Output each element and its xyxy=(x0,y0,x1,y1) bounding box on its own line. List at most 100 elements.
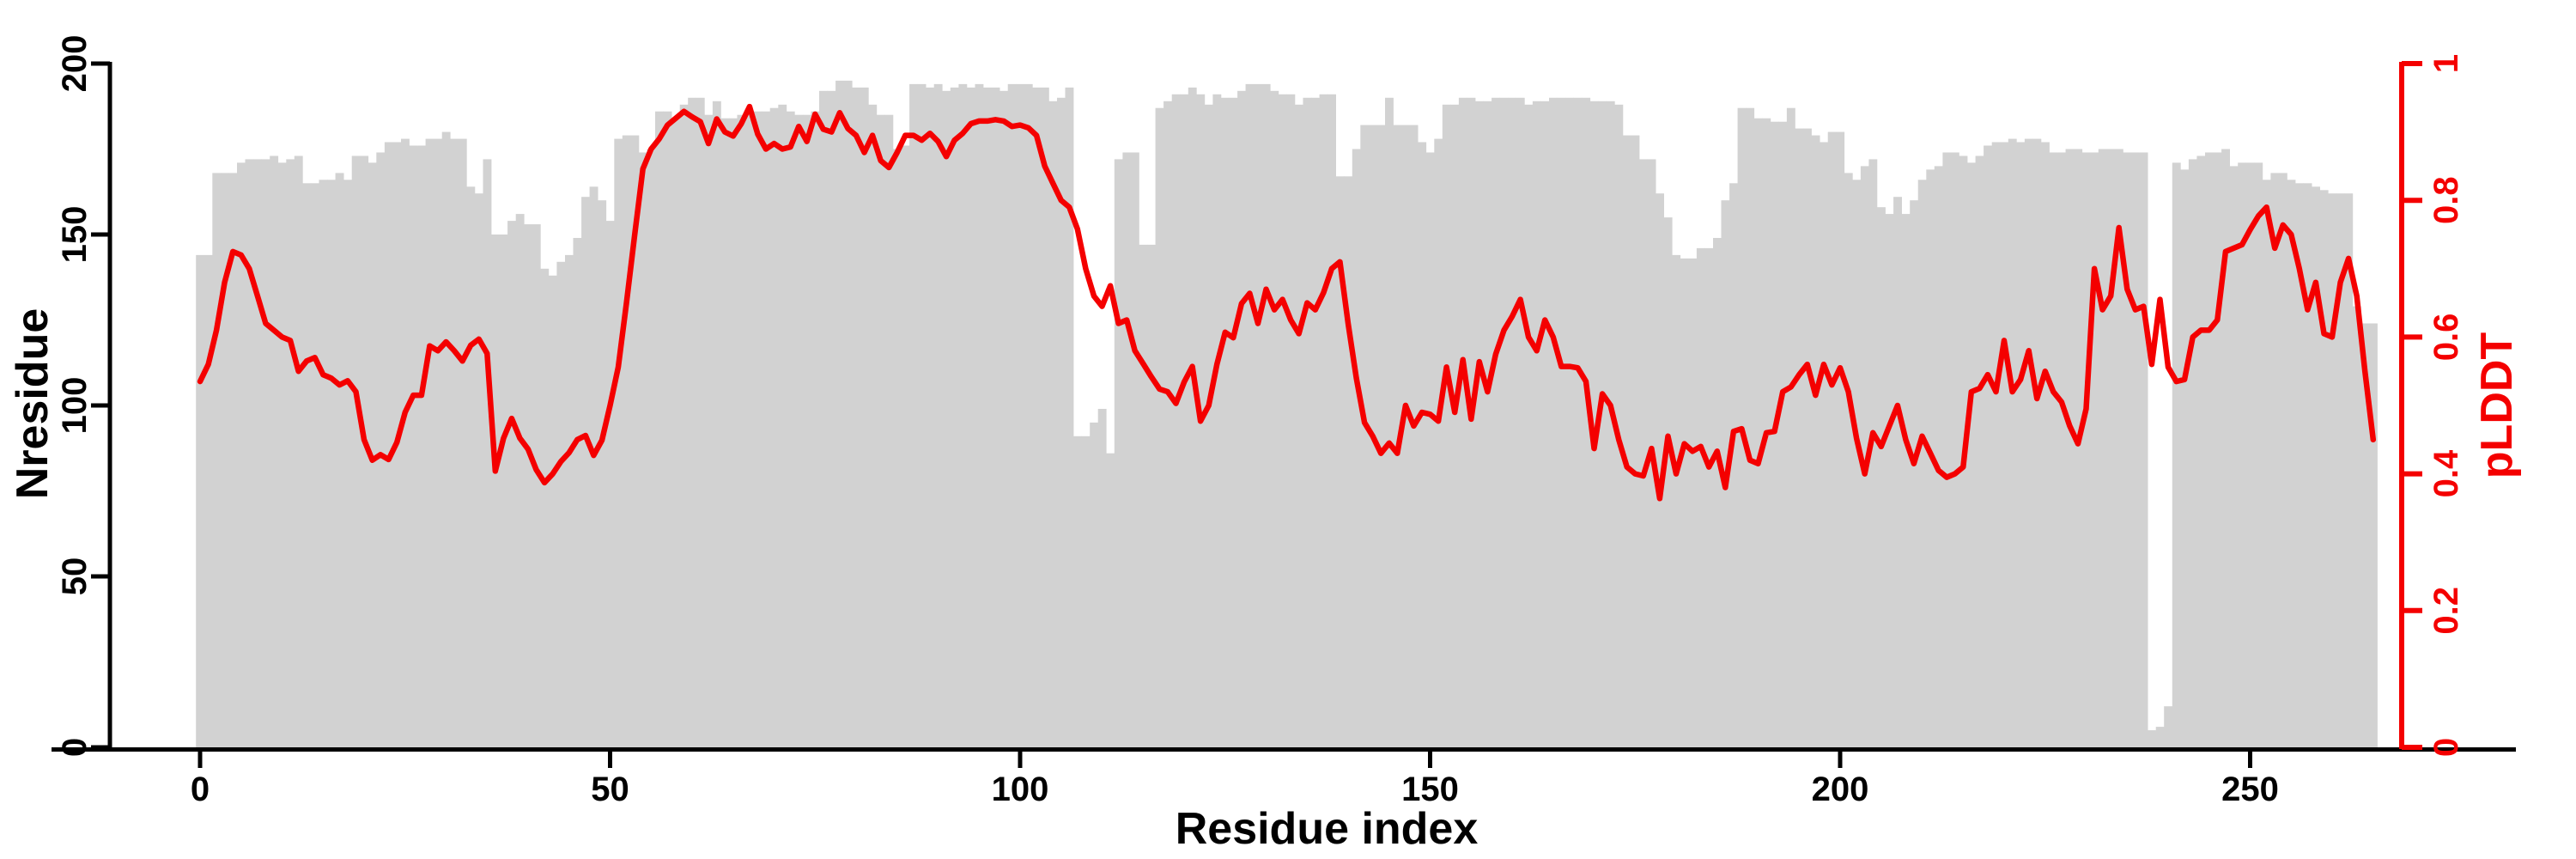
nresidue-bar xyxy=(2312,186,2320,748)
nresidue-bar xyxy=(2287,180,2296,748)
nresidue-bar xyxy=(1467,97,1476,748)
x-axis-tick-label: 200 xyxy=(1812,771,1869,808)
nresidue-bar xyxy=(926,87,935,747)
nresidue-bar xyxy=(515,214,525,748)
nresidue-bar xyxy=(1270,90,1279,748)
x-axis-tick-label: 100 xyxy=(992,771,1049,808)
nresidue-bar xyxy=(966,87,975,747)
nresidue-bar xyxy=(1409,125,1419,748)
nresidue-bar xyxy=(975,83,984,747)
nresidue-bar xyxy=(1639,159,1648,747)
nresidue-bar xyxy=(228,173,238,747)
nresidue-bar xyxy=(1877,207,1886,747)
nresidue-bar xyxy=(950,87,959,747)
nresidue-bar xyxy=(917,83,927,747)
nresidue-bar xyxy=(762,111,771,747)
nresidue-bar xyxy=(1770,121,1779,747)
nresidue-bar xyxy=(425,138,434,748)
nresidue-bar xyxy=(630,135,640,748)
nresidue-bar xyxy=(802,114,811,747)
nresidue-bar xyxy=(1344,176,1353,748)
nresidue-bar xyxy=(441,131,451,748)
nresidue-bar xyxy=(2016,142,2026,747)
nresidue-bar xyxy=(565,254,574,747)
nresidue-bar xyxy=(2098,149,2107,747)
nresidue-bar xyxy=(409,145,418,747)
nresidue-bar xyxy=(474,193,483,747)
nresidue-bar xyxy=(1868,159,1878,747)
nresidue-bar xyxy=(696,97,705,748)
nresidue-bar xyxy=(1450,104,1460,748)
nresidue-bar xyxy=(1065,87,1074,747)
nresidue-bar xyxy=(1139,244,1148,747)
nresidue-bar xyxy=(491,235,500,747)
nresidue-bar xyxy=(794,114,804,747)
nresidue-bar xyxy=(1106,453,1115,747)
nresidue-bar xyxy=(1237,90,1246,748)
y-left-tick-label: 0 xyxy=(56,738,94,757)
nresidue-bar xyxy=(2074,149,2083,747)
nresidue-bar xyxy=(1188,87,1197,747)
nresidue-bar xyxy=(253,159,262,747)
nresidue-bar xyxy=(598,200,607,747)
nresidue-bar xyxy=(2205,152,2214,747)
nresidue-bar xyxy=(1442,104,1451,748)
nresidue-bar xyxy=(310,183,319,748)
nresidue-bar xyxy=(1090,422,1099,747)
nresidue-bar xyxy=(2090,152,2099,747)
y-left-tick-label: 100 xyxy=(56,377,94,435)
nresidue-bar xyxy=(237,162,246,747)
nresidue-bar xyxy=(1508,97,1517,748)
nresidue-bar xyxy=(1024,83,1033,747)
nresidue-bar xyxy=(991,87,1000,747)
nresidue-bar xyxy=(1680,258,1689,747)
nresidue-bar xyxy=(1852,180,1862,748)
nresidue-bar xyxy=(2336,193,2345,747)
nresidue-bar xyxy=(1753,118,1763,747)
nresidue-bar xyxy=(261,159,270,747)
nresidue-bar xyxy=(1934,166,1943,747)
x-axis-tick-label: 250 xyxy=(2221,771,2279,808)
nresidue-bar xyxy=(450,138,459,748)
nresidue-bar xyxy=(196,254,205,747)
nresidue-bar xyxy=(769,107,779,747)
nresidue-bar xyxy=(1335,176,1345,748)
nresidue-bar xyxy=(507,221,516,748)
nresidue-bar xyxy=(384,142,393,747)
nresidue-bar xyxy=(2254,162,2263,747)
plddt-line xyxy=(197,103,2377,502)
nresidue-bar xyxy=(1893,197,1902,747)
nresidue-bar xyxy=(884,114,894,747)
nresidue-bar xyxy=(1294,104,1303,748)
nresidue-bar xyxy=(901,145,910,747)
nresidue-bar xyxy=(343,180,352,748)
nresidue-bar xyxy=(212,173,222,747)
nresidue-bar xyxy=(1975,155,1984,747)
nresidue-bar xyxy=(2188,159,2197,747)
nresidue-bar xyxy=(1303,97,1312,748)
nresidue-bar xyxy=(1114,159,1123,747)
nresidue-bar xyxy=(2131,152,2140,747)
nresidue-bar xyxy=(2245,162,2255,747)
nresidue-bar xyxy=(1540,101,1550,748)
nresidue-bar xyxy=(1425,152,1435,747)
nresidue-bar xyxy=(1827,131,1837,748)
nresidue-bar xyxy=(417,145,426,747)
nresidue-bar xyxy=(893,149,902,747)
nresidue-bar xyxy=(360,155,369,747)
nresidue-bar xyxy=(2172,162,2181,747)
nresidue-bar xyxy=(1549,97,1558,748)
nresidue-bar xyxy=(720,118,730,747)
x-axis-title: Residue index xyxy=(1176,804,1479,854)
nresidue-bar xyxy=(729,118,738,747)
nresidue-bar xyxy=(1261,83,1271,747)
nresidue-bar xyxy=(1786,107,1795,747)
nresidue-bar xyxy=(614,138,623,748)
nresidue-bar xyxy=(540,268,550,747)
nresidue-bar xyxy=(712,101,721,748)
nresidue-bar xyxy=(1885,214,1894,748)
nresidue-bar xyxy=(1729,183,1738,748)
nresidue-bar xyxy=(1171,94,1181,748)
nresidue-bar xyxy=(1672,254,1681,747)
